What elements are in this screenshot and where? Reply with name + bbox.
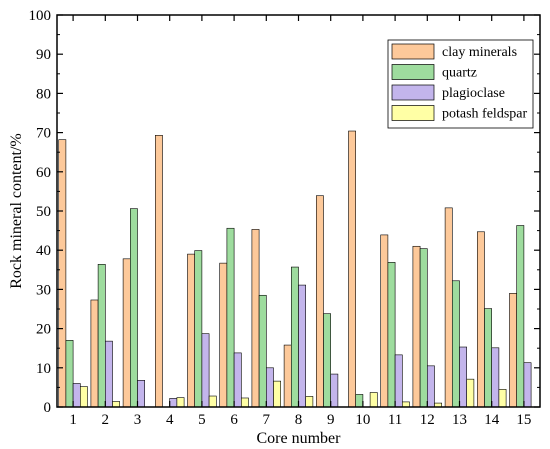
y-tick-label: 90 (36, 47, 51, 63)
bar (419, 248, 428, 408)
bars-layer (58, 130, 532, 408)
y-tick-label: 80 (36, 86, 51, 102)
bar (394, 354, 403, 408)
bar (283, 344, 292, 408)
bar (258, 294, 267, 408)
bar (298, 284, 306, 408)
x-tick-label: 15 (516, 412, 531, 428)
x-tick-label: 14 (484, 412, 500, 428)
bar (241, 397, 249, 408)
y-tick-label: 60 (36, 165, 51, 181)
bar (137, 380, 145, 408)
legend-label: quartz (442, 66, 477, 81)
bar (72, 383, 81, 408)
x-tick-label: 13 (452, 412, 467, 428)
bar (412, 245, 421, 408)
y-tick-label: 20 (36, 322, 51, 338)
legend-swatch (391, 105, 435, 121)
bar (265, 367, 274, 408)
bar (451, 280, 460, 408)
legend-swatch (391, 84, 435, 101)
bar (484, 308, 492, 408)
legend-swatch (391, 43, 435, 60)
x-tick-label: 2 (102, 412, 110, 428)
x-tick-label: 6 (230, 412, 238, 428)
x-tick-label: 8 (295, 412, 303, 428)
y-tick-label: 10 (36, 361, 51, 377)
bar (426, 365, 435, 408)
bar (130, 208, 138, 408)
bar (194, 250, 203, 408)
bar (498, 389, 507, 408)
bar (459, 346, 467, 408)
bar (112, 401, 120, 408)
x-tick-label: 9 (327, 412, 335, 428)
x-axis: 1 2 3 4 5 6 7 8 9 10 11 12 13 14 15 (69, 15, 531, 428)
bar (80, 386, 88, 408)
bar (323, 313, 331, 408)
legend-label: potash feldspar (442, 107, 527, 122)
bar (201, 333, 210, 408)
legend-label: clay minerals (442, 45, 517, 60)
legend-swatch (391, 64, 435, 80)
bar (369, 392, 378, 408)
bar (491, 347, 500, 408)
bar (58, 139, 67, 408)
bar (466, 378, 475, 408)
bar (509, 293, 517, 408)
bar (187, 253, 195, 408)
bar (476, 231, 485, 408)
x-tick-label: 1 (69, 412, 77, 428)
x-tick-label: 10 (355, 412, 370, 428)
bar (523, 362, 532, 408)
bar (380, 234, 389, 408)
bar (208, 395, 217, 408)
x-tick-label: 11 (388, 412, 402, 428)
y-tick-label: 40 (36, 243, 51, 259)
y-axis: 0 10 20 30 40 50 60 70 80 90 100 (29, 8, 540, 416)
y-tick-label: 0 (44, 400, 52, 416)
bar (169, 398, 178, 408)
bar (251, 229, 260, 408)
bar (401, 401, 410, 408)
bar (290, 266, 299, 408)
bar (97, 264, 106, 408)
bar (105, 340, 113, 408)
bar (122, 258, 131, 408)
bar (65, 340, 74, 408)
bar (330, 373, 339, 408)
bar (90, 299, 99, 408)
bar (226, 227, 235, 408)
bar (273, 380, 281, 408)
bar (355, 394, 364, 408)
x-axis-title: Core number (257, 430, 342, 447)
bar (348, 130, 356, 408)
legend-label: plagioclase (442, 86, 505, 101)
y-tick-label: 30 (36, 282, 51, 298)
bar (516, 225, 525, 408)
x-tick-label: 3 (134, 412, 142, 428)
bar (387, 262, 396, 408)
legend: clay minerals quartz plagioclase potash fel… (387, 39, 534, 129)
bar (219, 262, 228, 408)
x-tick-label: 5 (198, 412, 206, 428)
bar (176, 397, 185, 408)
x-tick-label: 12 (420, 412, 435, 428)
bar (233, 352, 242, 408)
y-axis-title: Rock mineral content/% (8, 133, 25, 289)
bar (444, 207, 453, 408)
x-tick-label: 7 (263, 412, 271, 428)
bar (155, 135, 163, 408)
x-tick-label: 4 (166, 412, 174, 428)
y-tick-label: 50 (36, 204, 51, 220)
bar (305, 396, 314, 408)
y-tick-label: 70 (36, 126, 51, 142)
bar (315, 195, 324, 408)
y-tick-label: 100 (29, 8, 52, 24)
